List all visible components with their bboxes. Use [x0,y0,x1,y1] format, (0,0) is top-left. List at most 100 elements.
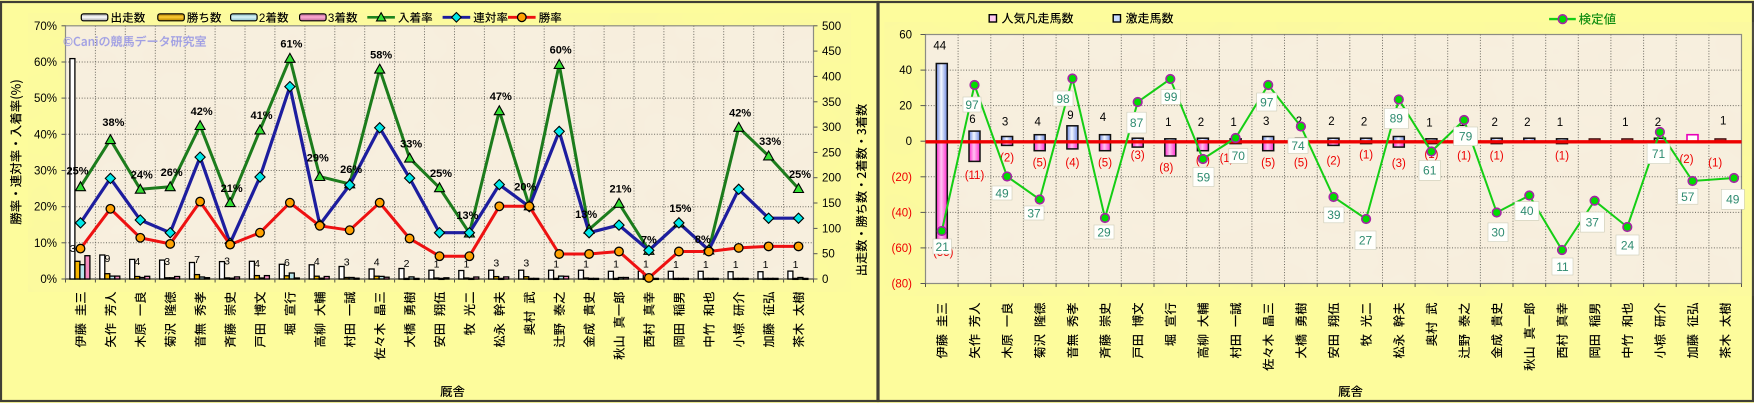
svg-text:97: 97 [965,98,979,112]
svg-text:(20): (20) [892,172,913,184]
svg-text:1: 1 [1557,117,1563,129]
svg-text:21: 21 [936,240,950,254]
svg-text:(5): (5) [1033,158,1047,170]
svg-text:79: 79 [1459,130,1473,144]
svg-text:2: 2 [1361,117,1367,129]
svg-text:97: 97 [1260,95,1274,109]
svg-text:33%: 33% [759,136,781,148]
svg-text:1: 1 [463,259,469,271]
svg-text:0: 0 [822,274,828,286]
svg-text:21%: 21% [609,184,631,196]
svg-text:7: 7 [194,254,200,266]
svg-text:(1): (1) [1490,150,1504,162]
svg-text:350: 350 [822,97,841,109]
svg-text:300: 300 [822,122,841,134]
svg-text:26%: 26% [161,167,183,179]
svg-text:1: 1 [1426,118,1432,130]
svg-text:49: 49 [1726,193,1740,207]
svg-text:(1): (1) [1457,150,1471,162]
svg-text:4: 4 [374,257,380,269]
svg-text:1: 1 [1165,117,1171,129]
svg-text:(80): (80) [892,279,913,291]
svg-text:33%: 33% [400,138,422,150]
svg-text:1: 1 [643,259,649,271]
svg-text:61%: 61% [280,39,302,51]
svg-text:13%: 13% [456,210,478,222]
svg-text:99: 99 [1164,90,1178,104]
svg-text:(1): (1) [1555,150,1569,162]
svg-text:200: 200 [822,173,841,185]
svg-text:1: 1 [553,259,559,271]
svg-text:20%: 20% [514,182,536,194]
svg-text:(40): (40) [892,207,913,219]
svg-text:1: 1 [673,259,679,271]
svg-text:26%: 26% [340,164,362,176]
svg-text:40: 40 [1520,204,1534,218]
svg-text:500: 500 [822,21,841,33]
svg-text:50: 50 [822,249,835,261]
svg-text:25%: 25% [430,168,452,180]
svg-text:3: 3 [523,258,529,270]
svg-text:(1): (1) [1359,150,1373,162]
svg-text:71: 71 [1652,147,1666,161]
svg-text:(8): (8) [1159,163,1173,175]
svg-text:(3): (3) [1131,150,1145,162]
svg-text:(3): (3) [1392,158,1406,170]
svg-text:100: 100 [822,223,841,235]
svg-text:40%: 40% [34,129,57,141]
svg-text:2: 2 [1491,117,1497,129]
svg-text:6: 6 [284,257,290,269]
svg-text:150: 150 [822,198,841,210]
svg-text:450: 450 [822,46,841,58]
svg-text:3: 3 [493,258,499,270]
svg-text:40: 40 [899,65,912,77]
svg-text:24: 24 [1621,238,1635,252]
svg-text:11: 11 [1556,260,1569,274]
svg-text:29: 29 [1097,225,1111,239]
svg-text:3: 3 [164,256,170,268]
svg-text:50%: 50% [34,93,57,105]
svg-text:(2): (2) [1326,156,1340,168]
svg-text:(1): (1) [1708,158,1722,170]
svg-text:41%: 41% [250,110,272,122]
svg-text:60%: 60% [550,45,572,57]
svg-text:70%: 70% [34,21,57,33]
svg-text:2: 2 [1655,117,1661,129]
svg-text:1: 1 [1622,117,1628,129]
svg-text:1: 1 [733,259,739,271]
svg-text:0%: 0% [40,274,57,286]
svg-text:1: 1 [1230,117,1236,129]
svg-text:2: 2 [1198,117,1204,129]
svg-text:(5): (5) [1098,157,1112,169]
svg-text:25%: 25% [789,169,811,181]
svg-text:8%: 8% [695,234,711,246]
svg-text:1: 1 [1720,116,1726,128]
svg-text:2: 2 [1328,116,1334,128]
svg-text:42%: 42% [191,106,213,118]
svg-text:60%: 60% [34,57,57,69]
svg-text:(11): (11) [965,170,985,182]
svg-text:27: 27 [1359,234,1373,248]
svg-text:3: 3 [224,256,230,268]
svg-text:4: 4 [1100,112,1107,124]
svg-text:4: 4 [314,256,320,268]
svg-text:44: 44 [933,41,946,53]
svg-text:59: 59 [1197,170,1211,184]
svg-text:2: 2 [259,12,265,25]
svg-text:3: 3 [344,257,350,269]
svg-text:1: 1 [793,259,799,271]
svg-text:(60): (60) [892,243,913,255]
svg-text:20%: 20% [34,202,57,214]
svg-text:1: 1 [583,259,589,271]
svg-text:39: 39 [1327,208,1341,222]
svg-text:(5): (5) [1294,158,1308,170]
svg-text:60: 60 [899,30,912,42]
svg-text:87: 87 [1130,116,1144,130]
svg-text:(5): (5) [1261,158,1275,170]
svg-text:7%: 7% [641,235,657,247]
svg-text:2: 2 [1524,117,1530,129]
svg-text:(4): (4) [1065,158,1079,170]
svg-text:1: 1 [763,259,769,271]
svg-text:70: 70 [1232,149,1246,163]
svg-text:3: 3 [1002,117,1008,129]
